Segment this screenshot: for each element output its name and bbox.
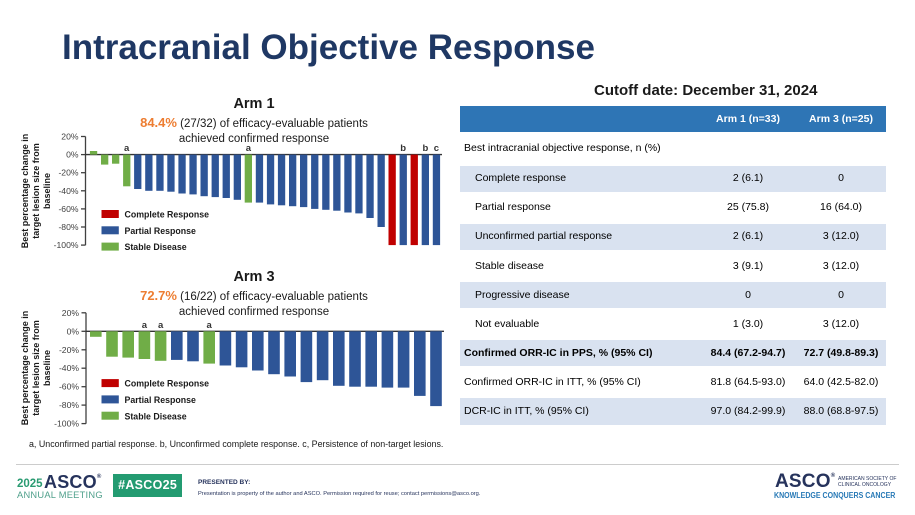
svg-text:a: a <box>142 320 148 331</box>
svg-text:-80%: -80% <box>59 400 79 410</box>
svg-text:c: c <box>434 143 439 154</box>
svg-text:-40%: -40% <box>59 363 79 373</box>
svg-text:-20%: -20% <box>59 345 79 355</box>
svg-text:b: b <box>400 143 406 154</box>
svg-text:-20%: -20% <box>58 168 78 178</box>
svg-text:Stable Disease: Stable Disease <box>125 242 187 252</box>
svg-text:baseline: baseline <box>42 350 52 386</box>
svg-text:baseline: baseline <box>42 173 52 209</box>
svg-text:20%: 20% <box>62 308 80 318</box>
svg-text:Partial Response: Partial Response <box>125 395 196 405</box>
svg-text:Best percentage change in: Best percentage change in <box>20 311 30 426</box>
svg-text:a: a <box>246 143 252 154</box>
svg-text:a: a <box>124 143 130 154</box>
svg-text:Best percentage change in: Best percentage change in <box>20 134 30 249</box>
svg-text:target lesion size from: target lesion size from <box>31 320 41 416</box>
svg-text:Stable Disease: Stable Disease <box>125 411 187 421</box>
svg-text:-60%: -60% <box>59 382 79 392</box>
svg-text:-40%: -40% <box>58 186 78 196</box>
svg-text:Partial Response: Partial Response <box>125 226 196 236</box>
svg-text:20%: 20% <box>61 132 79 142</box>
svg-text:0%: 0% <box>67 326 80 336</box>
svg-text:Complete Response: Complete Response <box>125 379 210 389</box>
svg-text:0%: 0% <box>66 150 79 160</box>
svg-text:a: a <box>207 320 213 331</box>
svg-text:-60%: -60% <box>58 204 78 214</box>
svg-text:b: b <box>422 143 428 154</box>
svg-text:Complete Response: Complete Response <box>125 210 210 220</box>
svg-text:target lesion size from: target lesion size from <box>31 143 41 239</box>
svg-text:-100%: -100% <box>54 419 79 429</box>
svg-text:-100%: -100% <box>54 240 79 250</box>
svg-text:-80%: -80% <box>58 222 78 232</box>
svg-text:a: a <box>158 320 164 331</box>
